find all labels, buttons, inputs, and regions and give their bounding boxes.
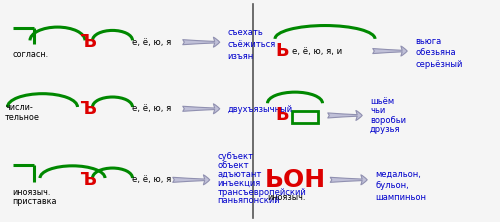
Text: е, ё, ю, я, и: е, ё, ю, я, и [292,47,342,56]
Text: Ь: Ь [276,106,289,125]
FancyArrowPatch shape [373,46,407,56]
Text: Ъ: Ъ [79,100,96,118]
Text: е, ё, ю, я: е, ё, ю, я [132,104,172,113]
Text: шампиньон: шампиньон [375,193,426,202]
Text: трансъевропейский: трансъевропейский [218,188,306,196]
Text: объект: объект [218,161,249,170]
Text: е, ё, ю, я: е, ё, ю, я [132,175,172,184]
Text: съехать: съехать [228,28,263,37]
Text: Ъ: Ъ [79,33,96,51]
Text: изъян: изъян [228,52,254,61]
Text: обезьяна: обезьяна [415,48,456,57]
Text: шьём: шьём [370,97,394,105]
FancyArrowPatch shape [328,111,362,120]
Text: бульон,: бульон, [375,181,409,190]
Text: паньяпонский: паньяпонский [218,196,280,205]
Text: съёжиться: съёжиться [228,40,276,49]
Text: воробьи: воробьи [370,116,406,125]
Text: чьи: чьи [370,106,385,115]
Text: иноязыч.: иноязыч. [12,188,51,197]
Text: тельное: тельное [5,113,40,122]
Text: субъект: субъект [218,152,254,161]
Text: друзья: друзья [370,125,400,134]
FancyArrowPatch shape [183,104,220,114]
Text: ЬОН: ЬОН [265,168,326,192]
FancyArrowPatch shape [183,37,220,47]
FancyArrowPatch shape [330,175,367,185]
Text: приставка: приставка [12,197,57,206]
Text: адъютант: адъютант [218,170,262,179]
Text: Ъ: Ъ [79,171,96,189]
Text: серьёзный: серьёзный [415,60,463,69]
Text: иноязыч.: иноязыч. [268,193,306,202]
Text: инъекция: инъекция [218,179,261,188]
Text: е, ё, ю, я: е, ё, ю, я [132,38,172,47]
Text: медальон,: медальон, [375,170,421,179]
Text: вьюга: вьюга [415,37,442,46]
FancyArrowPatch shape [173,175,210,185]
Text: согласн.: согласн. [12,50,49,59]
Text: числи-: числи- [5,103,33,112]
Text: двухъязычный: двухъязычный [228,105,292,114]
Text: Ь: Ь [276,42,289,60]
